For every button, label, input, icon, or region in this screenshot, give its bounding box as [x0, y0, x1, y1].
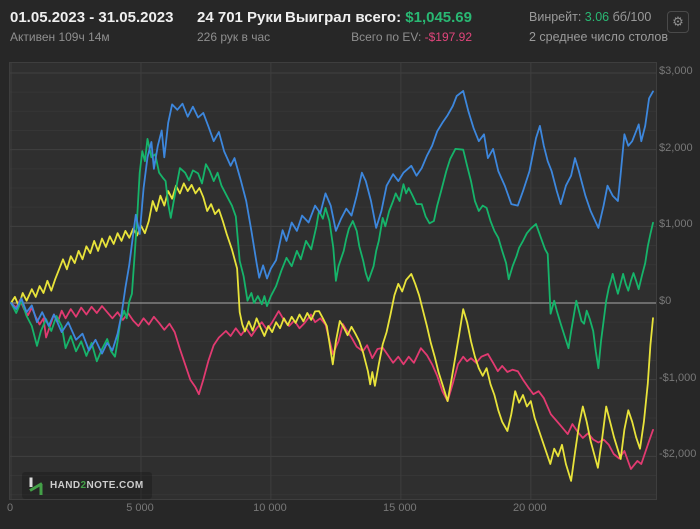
active-time: Активен 109ч 14м [10, 30, 110, 44]
y-tick-label: -$1,000 [659, 371, 697, 384]
ev-label: Всего по EV: [351, 30, 422, 44]
series-won-at-showdown [10, 90, 654, 355]
hand2note-h-icon [29, 477, 43, 495]
ev-value: -$197.92 [424, 30, 472, 44]
y-tick-label: $1,000 [659, 218, 693, 231]
x-tick-label: 5 000 [126, 502, 154, 514]
series-all-in-ev [10, 182, 654, 482]
winnings-graph[interactable] [10, 63, 656, 499]
winrate-unit: бб/100 [612, 10, 652, 24]
hand2note-logo: HAND2NOTE.COM [22, 472, 152, 499]
settings-button[interactable]: ⚙ [667, 11, 689, 33]
total-won-line: Выиграл всего: $1,045.69 [250, 8, 472, 27]
hands-per-hour: 226 рук в час [197, 30, 271, 44]
x-tick-label: 15 000 [383, 502, 417, 514]
hands-count: 24 701 Руки [197, 9, 283, 26]
logo-text: HAND2NOTE.COM [50, 480, 144, 491]
series-total-won [10, 138, 654, 370]
y-tick-label: $0 [659, 295, 672, 307]
header-hands-group: 24 701 Руки 226 рук в час [197, 8, 282, 45]
x-tick-label: 0 [6, 502, 14, 514]
y-tick-label: -$2,000 [659, 448, 697, 461]
header-winnings-group: Выиграл всего: $1,045.69 Всего по EV: -$… [250, 8, 472, 45]
header-winrate-group: Винрейт: 3.06 бб/100 2 среднее число сто… [529, 9, 668, 45]
y-tick-label: $2,000 [659, 141, 693, 154]
winrate-line: Винрейт: 3.06 бб/100 [529, 9, 668, 26]
gear-icon: ⚙ [672, 14, 684, 30]
logo-text-accent: 2 [80, 480, 87, 491]
chart-panel [9, 62, 657, 500]
x-tick-label: 20 000 [512, 502, 547, 514]
series-won-without-showdown [10, 298, 654, 470]
y-tick-label: $3,000 [659, 65, 693, 77]
ev-line: Всего по EV: -$197.92 [250, 29, 472, 45]
logo-text-pre: HAND [50, 480, 81, 491]
date-range: 01.05.2023 - 31.05.2023 [10, 9, 174, 26]
logo-text-post: NOTE.COM [86, 480, 144, 491]
header-date-group: 01.05.2023 - 31.05.2023 Активен 109ч 14м [10, 8, 173, 45]
x-tick-label: 10 000 [253, 502, 287, 514]
winrate-value: 3.06 [584, 10, 610, 24]
winrate-label: Винрейт: [529, 10, 582, 24]
total-won-value: $1,045.69 [405, 9, 472, 26]
avg-tables: 2 среднее число столов [529, 30, 669, 44]
total-won-label: Выиграл всего: [285, 9, 402, 26]
